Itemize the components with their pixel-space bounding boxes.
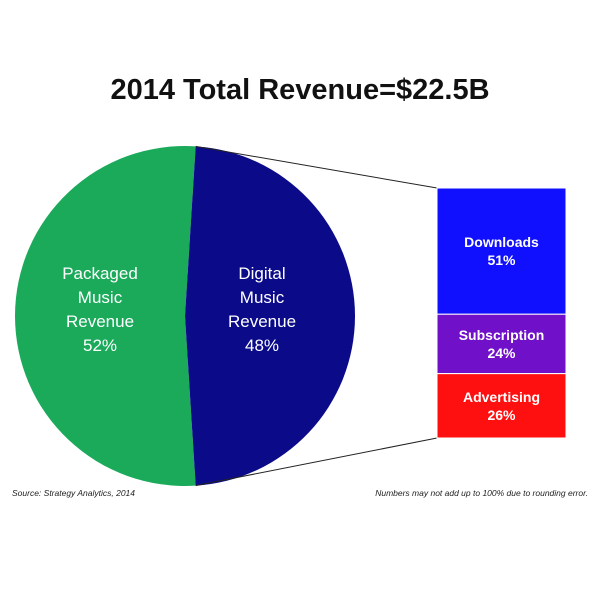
bar-segment-advertising	[436, 373, 567, 439]
source-note: Source: Strategy Analytics, 2014	[12, 488, 136, 498]
rounding-note: Numbers may not add up to 100% due to ro…	[375, 488, 588, 498]
bar-label-subscription: Subscription 24%	[459, 327, 545, 361]
bar-segment-subscription	[436, 313, 567, 375]
pie-label-line: Packaged	[62, 264, 138, 283]
connector-line-bottom	[195, 437, 438, 487]
bar-label-line: Downloads	[464, 234, 539, 250]
pie-label-line: Music	[240, 288, 285, 307]
bar-label-downloads: Downloads 51%	[464, 234, 539, 268]
pie-label-line: Revenue	[228, 312, 296, 331]
bar-label-line: 24%	[487, 345, 516, 361]
pie-label-line: Music	[78, 288, 123, 307]
pie-label-packaged-music-revenue: Packaged Music Revenue 52%	[62, 264, 138, 355]
pie-slice-digital-music-revenue	[185, 146, 356, 486]
bar-segment-downloads	[436, 187, 567, 315]
bar-label-line: 51%	[487, 252, 516, 268]
bar-label-line: Subscription	[459, 327, 545, 343]
connector-line-top	[195, 145, 438, 189]
pie-label-digital-music-revenue: Digital Music Revenue 48%	[228, 264, 296, 355]
bar-label-line: 26%	[487, 407, 516, 423]
pie-label-line: 52%	[83, 336, 117, 355]
pie-label-line: 48%	[245, 336, 279, 355]
bar-label-advertising: Advertising 26%	[463, 389, 540, 423]
chart-title: 2014 Total Revenue=$22.5B	[110, 74, 490, 106]
pie-slice-packaged-music-revenue	[15, 146, 196, 487]
bar-label-line: Advertising	[463, 389, 540, 405]
pie-label-line: Revenue	[66, 312, 134, 331]
pie-label-line: Digital	[238, 264, 285, 283]
